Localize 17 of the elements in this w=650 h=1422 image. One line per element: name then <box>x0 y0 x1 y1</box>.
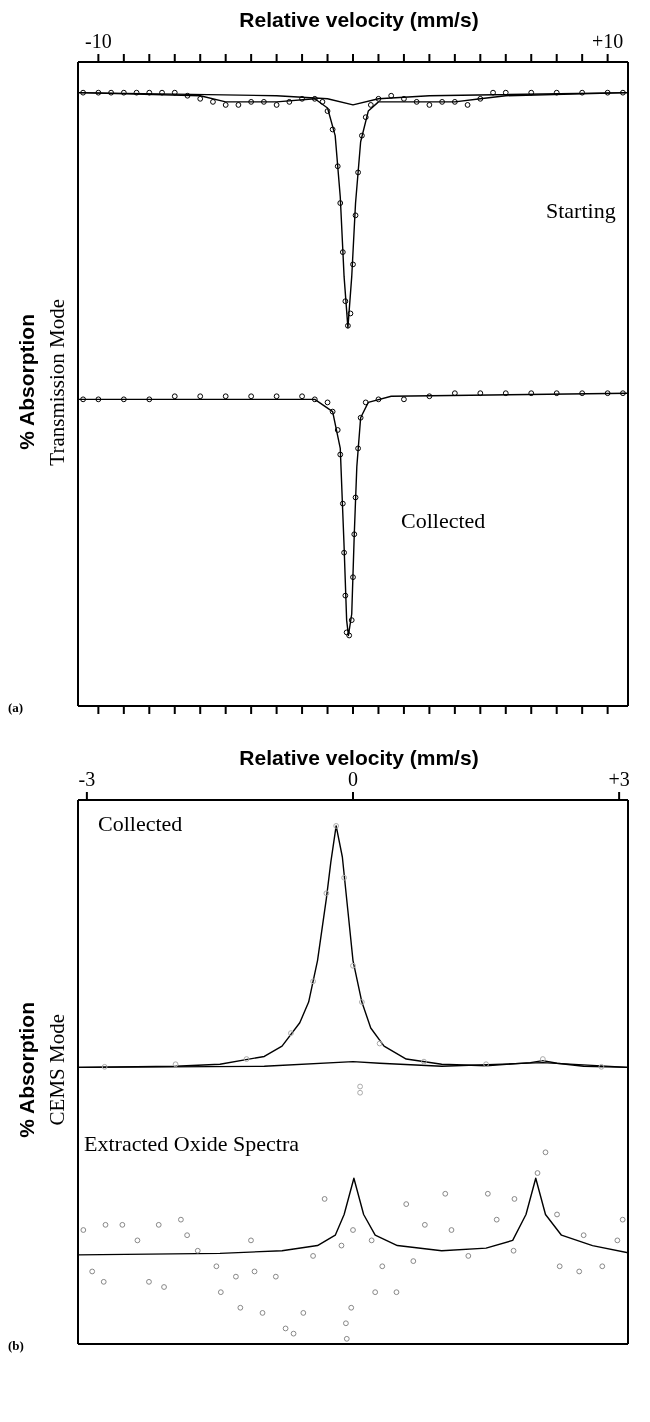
y-axis-title: % Absorption <box>14 1002 39 1138</box>
x-tick-label: +3 <box>608 768 630 790</box>
x-tick-label: 0 <box>348 768 358 790</box>
x-tick-label: -10 <box>85 30 112 52</box>
text: Transmission Mode <box>44 298 70 466</box>
text: CEMS Mode <box>44 1014 70 1126</box>
annotation: Extracted Oxide Spectra <box>84 1131 300 1157</box>
x-tick-label: +10 <box>591 30 624 52</box>
annotation: Starting <box>546 198 616 224</box>
text: (b) <box>8 1338 24 1354</box>
y-axis-title: % Absorption <box>14 314 39 450</box>
annotation: Collected <box>401 508 486 534</box>
text: (a) <box>8 700 24 716</box>
x-axis-title: Relative velocity (mm/s) <box>239 746 479 769</box>
x-axis-title: Relative velocity (mm/s) <box>239 8 479 31</box>
annotation: Collected <box>98 811 183 837</box>
x-tick-label: -3 <box>78 768 96 790</box>
